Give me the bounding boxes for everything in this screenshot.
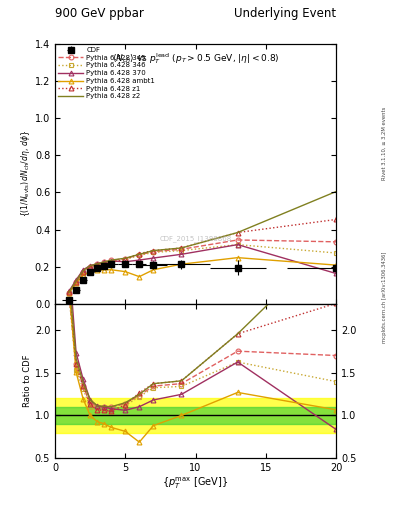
Pythia 6.428 370 — [123, 259, 128, 265]
Pythia 6.428 345 — [137, 252, 142, 258]
Pythia 6.428 z2 — [74, 278, 79, 284]
Pythia 6.428 z1 — [179, 245, 184, 251]
Pythia 6.428 ambt1 — [81, 272, 86, 279]
Pythia 6.428 346 — [109, 259, 114, 265]
Pythia 6.428 ambt1 — [102, 267, 107, 273]
Pythia 6.428 370 — [67, 288, 72, 294]
Pythia 6.428 370 — [95, 261, 99, 267]
Pythia 6.428 z1 — [74, 279, 79, 285]
Pythia 6.428 z1 — [334, 217, 338, 223]
Pythia 6.428 z2 — [95, 261, 99, 267]
Line: Pythia 6.428 370: Pythia 6.428 370 — [67, 242, 338, 293]
Pythia 6.428 370 — [151, 255, 156, 261]
Pythia 6.428 345 — [334, 239, 338, 245]
Pythia 6.428 z2 — [102, 259, 107, 265]
Pythia 6.428 370 — [235, 242, 240, 248]
Pythia 6.428 345 — [179, 246, 184, 252]
Pythia 6.428 345 — [88, 264, 92, 270]
Pythia 6.428 370 — [334, 270, 338, 276]
Pythia 6.428 z1 — [95, 262, 99, 268]
Pythia 6.428 z2 — [88, 263, 92, 269]
Pythia 6.428 ambt1 — [67, 290, 72, 296]
Pythia 6.428 ambt1 — [74, 280, 79, 286]
Pythia 6.428 370 — [102, 259, 107, 265]
Pythia 6.428 370 — [88, 263, 92, 269]
Line: Pythia 6.428 346: Pythia 6.428 346 — [67, 242, 338, 295]
Pythia 6.428 345 — [151, 249, 156, 255]
Pythia 6.428 346 — [137, 252, 142, 259]
Pythia 6.428 z2 — [137, 251, 142, 258]
Text: Underlying Event: Underlying Event — [234, 8, 336, 20]
Pythia 6.428 ambt1 — [95, 267, 99, 273]
Line: Pythia 6.428 z2: Pythia 6.428 z2 — [69, 191, 336, 292]
Pythia 6.428 345 — [109, 258, 114, 264]
Pythia 6.428 346 — [179, 247, 184, 253]
Pythia 6.428 z1 — [235, 229, 240, 236]
Line: Pythia 6.428 ambt1: Pythia 6.428 ambt1 — [67, 255, 338, 295]
Y-axis label: $\{(1/N_\mathrm{evts})\,dN_\mathrm{ch}/d\eta,\,d\phi\}$: $\{(1/N_\mathrm{evts})\,dN_\mathrm{ch}/d… — [19, 131, 32, 218]
Pythia 6.428 346 — [74, 280, 79, 286]
Pythia 6.428 ambt1 — [109, 267, 114, 273]
Pythia 6.428 345 — [67, 290, 72, 296]
Pythia 6.428 345 — [123, 255, 128, 262]
Pythia 6.428 z1 — [123, 256, 128, 262]
Pythia 6.428 ambt1 — [179, 261, 184, 267]
Text: 900 GeV ppbar: 900 GeV ppbar — [55, 8, 144, 20]
Pythia 6.428 346 — [334, 250, 338, 256]
Pythia 6.428 ambt1 — [123, 268, 128, 274]
Line: Pythia 6.428 z1: Pythia 6.428 z1 — [67, 217, 338, 294]
X-axis label: $\{p_T^\mathrm{max}\ [\mathrm{GeV}]\}$: $\{p_T^\mathrm{max}\ [\mathrm{GeV}]\}$ — [162, 476, 229, 492]
Pythia 6.428 z1 — [137, 250, 142, 257]
Pythia 6.428 ambt1 — [235, 254, 240, 261]
Pythia 6.428 345 — [95, 261, 99, 267]
Pythia 6.428 z1 — [88, 264, 92, 270]
Text: CDF_2015_I1388868: CDF_2015_I1388868 — [160, 236, 231, 242]
Pythia 6.428 z2 — [235, 229, 240, 236]
Y-axis label: Ratio to CDF: Ratio to CDF — [23, 355, 32, 408]
Pythia 6.428 370 — [81, 267, 86, 273]
Pythia 6.428 370 — [109, 258, 114, 264]
Line: Pythia 6.428 345: Pythia 6.428 345 — [67, 238, 338, 295]
Text: Rivet 3.1.10, ≥ 3.2M events: Rivet 3.1.10, ≥ 3.2M events — [382, 106, 387, 180]
Pythia 6.428 346 — [88, 265, 92, 271]
Pythia 6.428 z1 — [67, 289, 72, 295]
Pythia 6.428 345 — [102, 259, 107, 265]
Pythia 6.428 345 — [235, 237, 240, 243]
Pythia 6.428 346 — [81, 269, 86, 275]
Pythia 6.428 346 — [123, 257, 128, 263]
Pythia 6.428 z1 — [102, 261, 107, 267]
Pythia 6.428 ambt1 — [88, 268, 92, 274]
Pythia 6.428 346 — [67, 290, 72, 296]
Legend: CDF, Pythia 6.428 345, Pythia 6.428 346, Pythia 6.428 370, Pythia 6.428 ambt1, P: CDF, Pythia 6.428 345, Pythia 6.428 346,… — [57, 46, 156, 101]
Pythia 6.428 345 — [81, 268, 86, 274]
Pythia 6.428 ambt1 — [151, 267, 156, 273]
Pythia 6.428 z2 — [67, 289, 72, 295]
Pythia 6.428 z1 — [109, 259, 114, 265]
Text: $\langle N_{ch}\rangle$ vs $p_T^\mathrm{lead}$ ($p_T > 0.5$ GeV, $|\eta| < 0.8$): $\langle N_{ch}\rangle$ vs $p_T^\mathrm{… — [112, 51, 279, 66]
Pythia 6.428 z2 — [151, 247, 156, 253]
Pythia 6.428 346 — [95, 262, 99, 268]
Pythia 6.428 370 — [74, 277, 79, 283]
Pythia 6.428 ambt1 — [137, 273, 142, 280]
Pythia 6.428 370 — [179, 251, 184, 258]
Pythia 6.428 z1 — [151, 247, 156, 253]
Pythia 6.428 z2 — [179, 245, 184, 251]
Pythia 6.428 z2 — [109, 257, 114, 263]
Pythia 6.428 346 — [151, 249, 156, 255]
Text: mcplots.cern.ch [arXiv:1306.3436]: mcplots.cern.ch [arXiv:1306.3436] — [382, 251, 387, 343]
Pythia 6.428 z1 — [81, 268, 86, 274]
Pythia 6.428 z2 — [81, 268, 86, 274]
Pythia 6.428 z2 — [123, 255, 128, 261]
Pythia 6.428 370 — [137, 257, 142, 263]
Pythia 6.428 345 — [74, 279, 79, 285]
Pythia 6.428 z2 — [334, 188, 338, 195]
Pythia 6.428 346 — [102, 261, 107, 267]
Pythia 6.428 ambt1 — [334, 262, 338, 268]
Pythia 6.428 346 — [235, 242, 240, 248]
